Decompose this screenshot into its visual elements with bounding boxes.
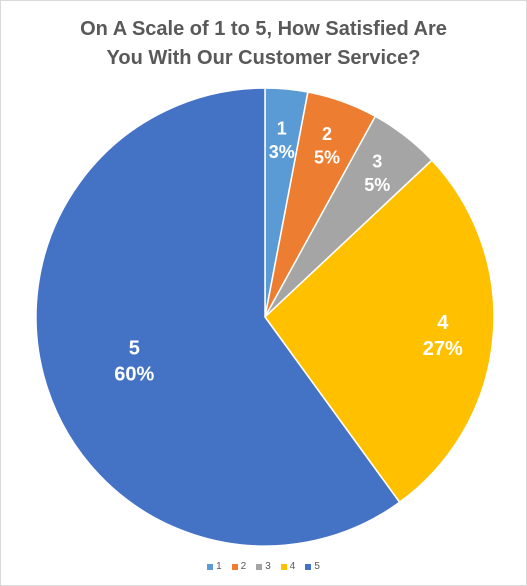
slice-percent-label-1: 3% bbox=[269, 142, 295, 162]
legend-label-5: 5 bbox=[314, 561, 320, 572]
slice-category-label-4: 4 bbox=[437, 312, 449, 334]
pie-slice-4 bbox=[264, 159, 495, 504]
legend-swatch-2 bbox=[231, 563, 238, 570]
legend-label-2: 2 bbox=[240, 561, 247, 572]
chart-title: On A Scale of 1 to 5, How Satisfied Are … bbox=[1, 15, 526, 73]
chart-legend: 1 2 3 4 5 bbox=[1, 561, 526, 572]
slice-category-label-1: 1 bbox=[277, 119, 287, 139]
chart-title-line-2: You With Our Customer Service? bbox=[106, 47, 421, 69]
slice-percent-label-3: 5% bbox=[364, 175, 390, 195]
slice-percent-label-2: 5% bbox=[314, 148, 340, 168]
legend-item-4: 4 bbox=[280, 561, 296, 572]
slice-category-label-5: 5 bbox=[129, 337, 140, 359]
legend-swatch-4 bbox=[280, 563, 287, 570]
legend-item-1: 1 bbox=[207, 561, 222, 572]
slice-category-label-2: 2 bbox=[322, 124, 332, 144]
chart-title-line-1: On A Scale of 1 to 5, How Satisfied Are bbox=[80, 18, 447, 40]
legend-swatch-1 bbox=[207, 563, 214, 570]
pie-slice-5 bbox=[35, 87, 401, 547]
legend-swatch-5 bbox=[305, 563, 312, 570]
slice-percent-label-5: 60% bbox=[114, 363, 154, 385]
legend-label-4: 4 bbox=[289, 561, 296, 572]
legend-item-2: 2 bbox=[231, 561, 247, 572]
legend-label-1: 1 bbox=[216, 561, 222, 572]
slice-percent-label-4: 27% bbox=[423, 338, 463, 360]
legend-label-3: 3 bbox=[265, 561, 271, 572]
legend-item-5: 5 bbox=[305, 561, 320, 572]
slice-category-label-3: 3 bbox=[372, 152, 382, 172]
legend-swatch-3 bbox=[256, 563, 263, 570]
legend-item-3: 3 bbox=[256, 561, 271, 572]
